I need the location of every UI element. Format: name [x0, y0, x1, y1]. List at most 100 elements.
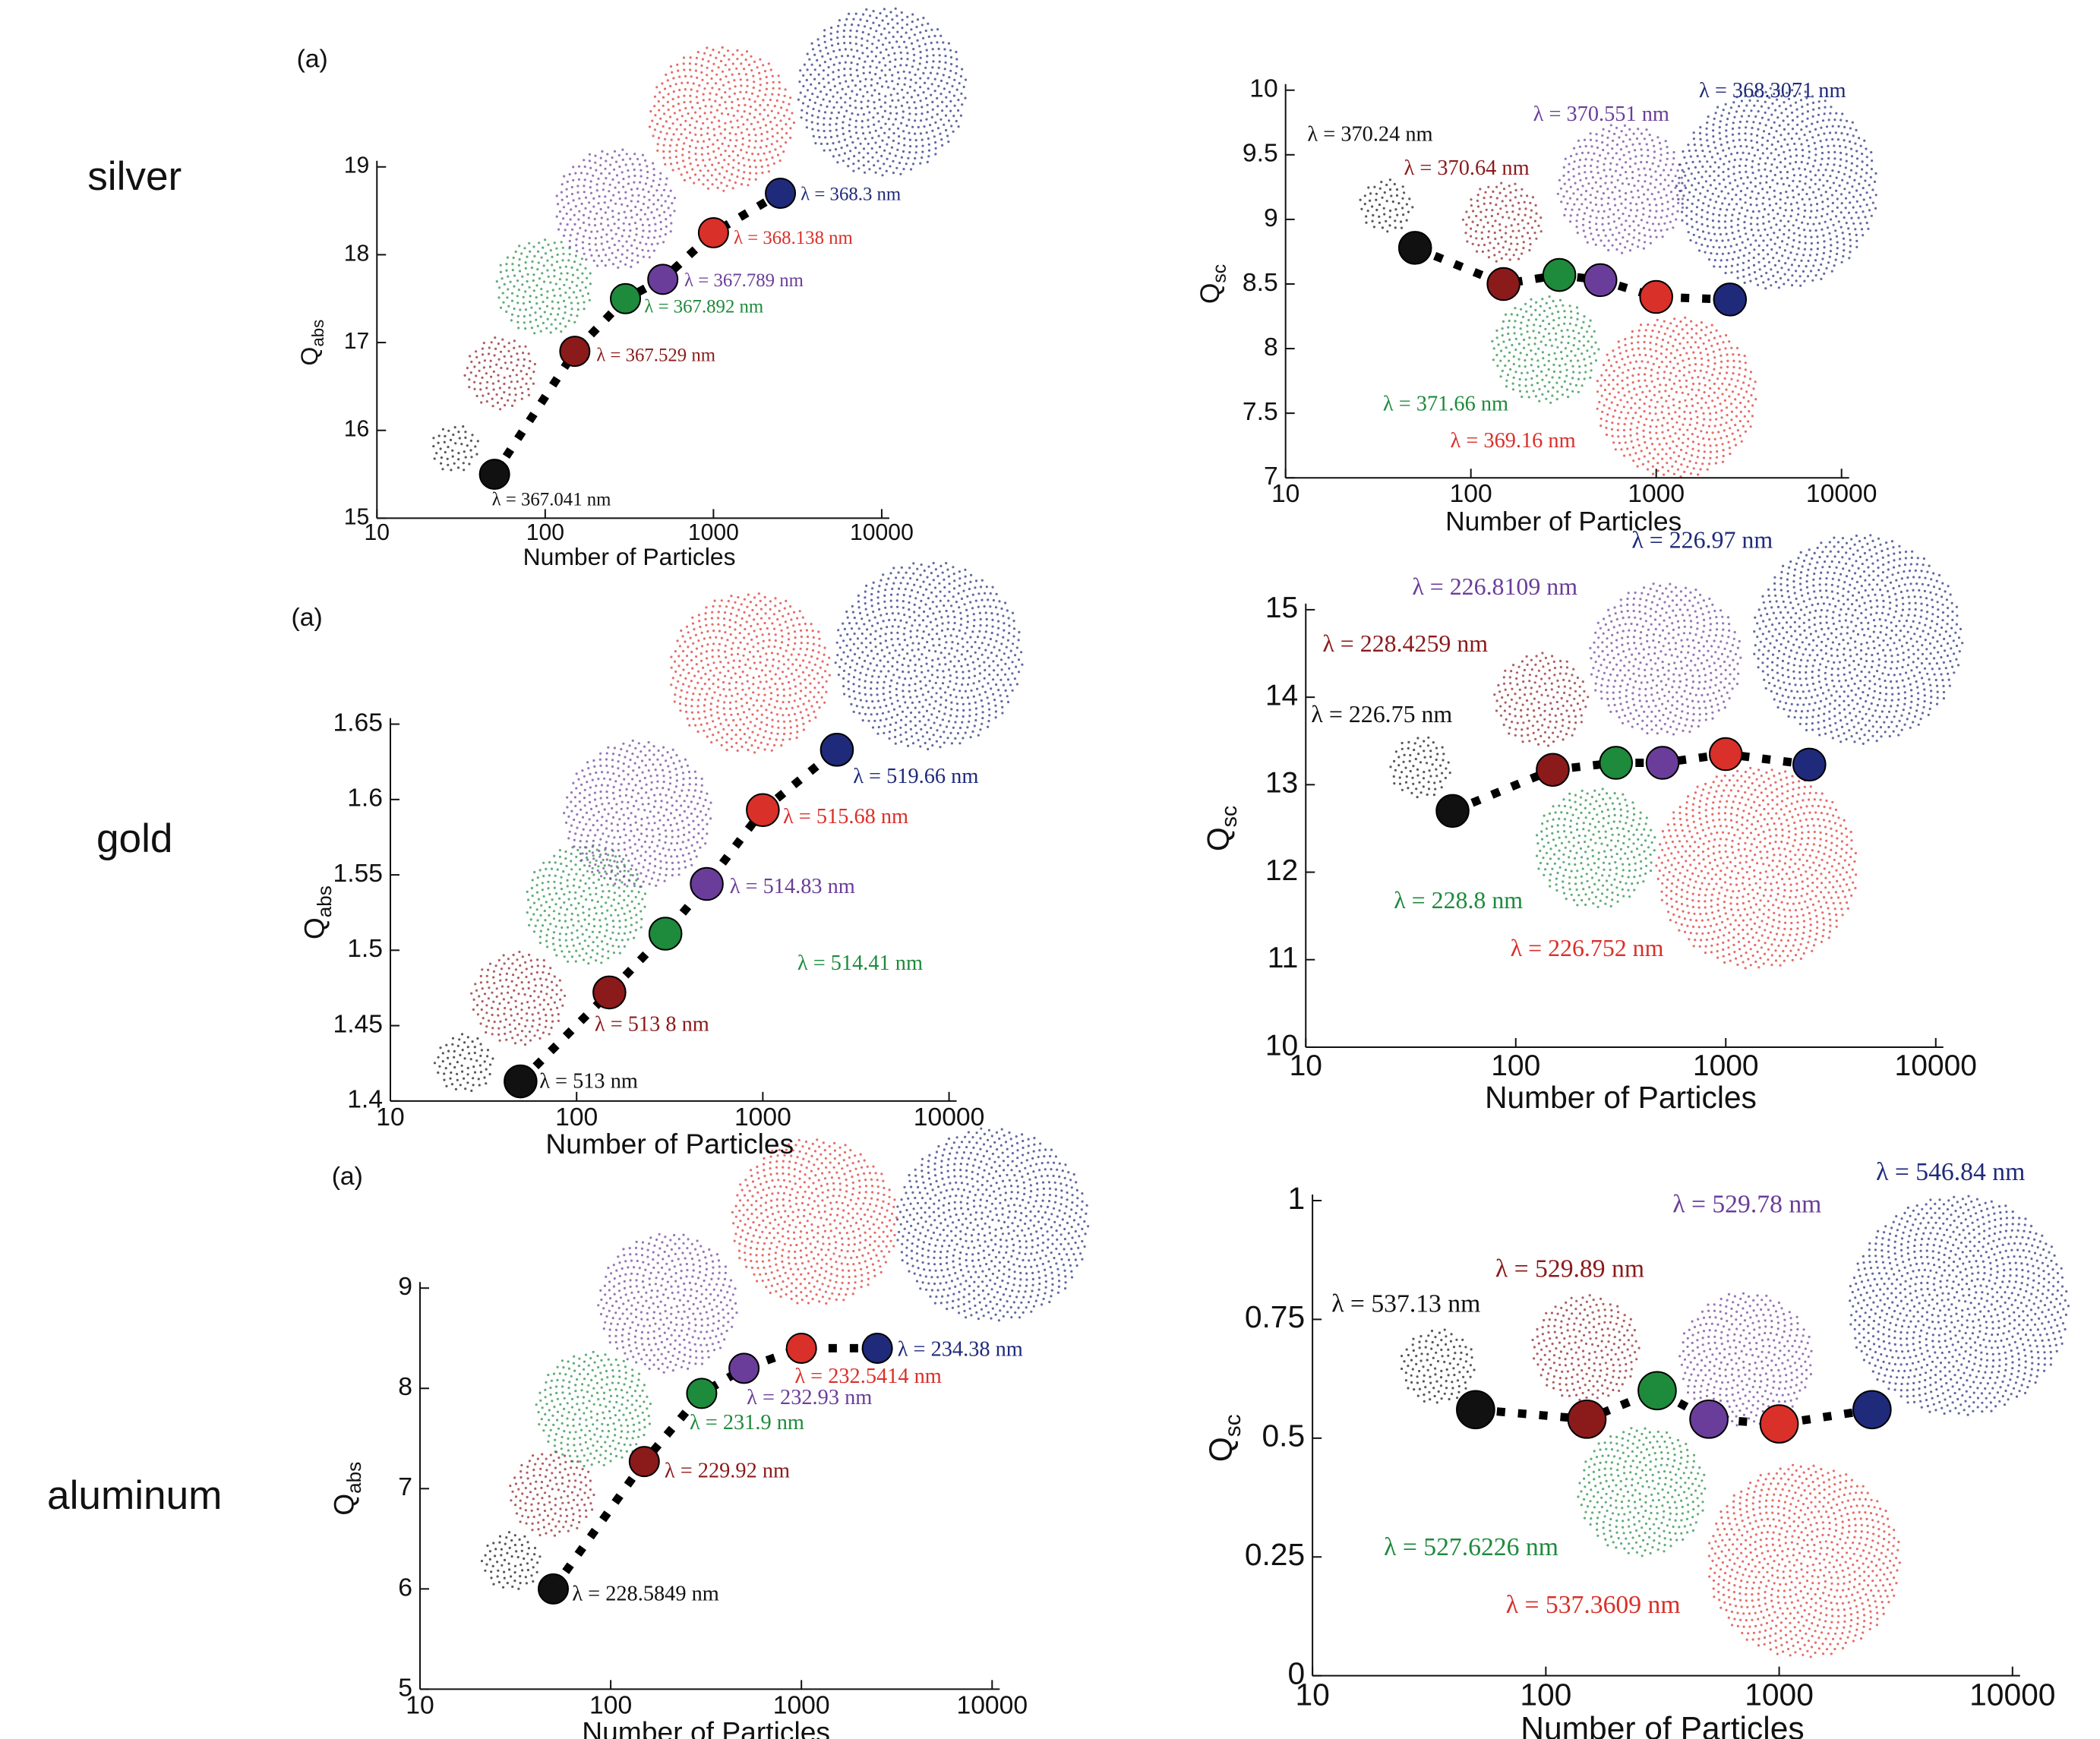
spiral-decoration [465, 338, 535, 409]
data-point [787, 1333, 816, 1363]
spiral-decoration [482, 1532, 540, 1589]
row-label: silver [87, 154, 182, 199]
data-point [1638, 1371, 1676, 1409]
data-point [1436, 795, 1469, 828]
wavelength-label: λ = 226.752 nm [1511, 935, 1664, 961]
spiral-decoration [1676, 88, 1876, 288]
wavelength-label: λ = 228.4259 nm [1322, 630, 1488, 657]
panel-label: (a) [297, 46, 328, 74]
spiral-decoration [1754, 535, 1963, 744]
y-tick-label: 15 [344, 504, 370, 529]
y-tick-label: 14 [1265, 679, 1298, 712]
wavelength-label: λ = 519.66 nm [853, 765, 978, 788]
data-point [1399, 232, 1432, 264]
y-axis-label-sub: sc [1210, 264, 1230, 283]
x-axis-label: Number of Particles [1521, 1710, 1804, 1739]
data-point [504, 1065, 537, 1098]
wavelength-label: λ = 367.789 nm [684, 270, 804, 291]
wavelength-label: λ = 527.6226 nm [1384, 1533, 1558, 1561]
x-tick-label: 1000 [688, 520, 739, 545]
spiral-decoration [1656, 768, 1856, 967]
y-axis-label-main: Q [1203, 1437, 1239, 1462]
wavelength-label: λ = 228.5849 nm [572, 1583, 719, 1606]
wavelength-label: λ = 232.93 nm [747, 1386, 872, 1409]
spiral-decoration [510, 1452, 594, 1535]
x-tick-label: 1000 [1693, 1049, 1759, 1082]
wavelength-label: λ = 232.5414 nm [794, 1365, 942, 1388]
y-axis-label-main: Q [298, 917, 330, 939]
spiral-decoration [598, 1234, 737, 1372]
spiral-decoration [1709, 1465, 1899, 1657]
x-tick-label: 1000 [1628, 480, 1685, 508]
spiral-decoration [898, 1128, 1088, 1321]
y-axis-label-sub: abs [313, 885, 336, 917]
data-point [1793, 749, 1826, 781]
data-point [560, 336, 589, 366]
y-tick-label: 8.5 [1243, 269, 1278, 297]
y-tick-label: 16 [344, 417, 370, 442]
wavelength-label: λ = 371.66 nm [1383, 392, 1508, 415]
spiral-decoration [1578, 1428, 1705, 1556]
data-point [1536, 753, 1569, 786]
x-tick-label: 10000 [914, 1103, 985, 1131]
x-tick-label: 10000 [956, 1691, 1028, 1719]
wavelength-label: λ = 513 8 nm [595, 1013, 709, 1037]
wavelength-label: λ = 515.68 nm [783, 805, 908, 828]
x-tick-label: 10000 [850, 520, 914, 545]
spiral-decoration [1533, 1296, 1639, 1402]
spiral-decoration [1391, 737, 1450, 797]
y-tick-label: 19 [344, 153, 370, 178]
x-tick-label: 1000 [1745, 1677, 1814, 1712]
data-point [690, 868, 723, 901]
y-axis-label: Qsc [1203, 1414, 1246, 1462]
wavelength-label: λ = 226.75 nm [1311, 701, 1452, 727]
y-axis-label-sub: sc [1221, 1414, 1246, 1437]
panel-label: (a) [332, 1163, 363, 1191]
data-point [766, 178, 795, 208]
x-axis-label: Number of Particles [523, 543, 736, 570]
spiral-decoration [650, 48, 794, 191]
y-tick-label: 13 [1265, 767, 1298, 800]
wavelength-label: λ = 529.78 nm [1672, 1191, 1821, 1219]
wavelength-label: λ = 228.8 nm [1394, 887, 1523, 914]
spiral-decoration [1537, 789, 1655, 907]
y-tick-label: 6 [398, 1573, 412, 1602]
y-tick-label: 0 [1287, 1655, 1305, 1690]
spiral-decoration [1360, 180, 1413, 232]
y-axis-label-sub: abs [343, 1462, 365, 1494]
data-point [538, 1574, 568, 1604]
spiral-decoration [527, 845, 645, 963]
spiral-decoration [564, 740, 711, 886]
data-point [1568, 1400, 1606, 1438]
spiral-decoration [1495, 653, 1588, 746]
wavelength-label: λ = 368.138 nm [734, 228, 853, 248]
data-point [1487, 268, 1520, 301]
data-point [1714, 283, 1747, 316]
data-point [747, 794, 779, 826]
panel-label: (a) [292, 604, 323, 632]
y-tick-label: 8 [398, 1373, 412, 1401]
y-axis-label-sub: abs [308, 320, 327, 347]
y-axis-label: Qsc [1201, 806, 1242, 851]
y-tick-label: 5 [398, 1674, 412, 1702]
y-tick-label: 18 [344, 241, 370, 266]
data-point [821, 734, 854, 766]
wavelength-label: λ = 537.13 nm [1331, 1290, 1480, 1318]
row-label: aluminum [47, 1473, 222, 1518]
wavelength-label: λ = 226.97 nm [1631, 527, 1773, 554]
x-tick-label: 100 [1520, 1677, 1571, 1712]
wavelength-label: λ = 537.3609 nm [1506, 1591, 1681, 1619]
x-tick-label: 100 [1450, 480, 1492, 508]
spiral-decoration [671, 594, 830, 753]
data-point [1710, 738, 1742, 771]
y-tick-label: 0.75 [1245, 1299, 1305, 1334]
page: silvergoldaluminum(a)(a)(a)1010010001000… [0, 0, 2100, 1739]
wavelength-label: λ = 369.16 nm [1451, 429, 1576, 453]
y-tick-label: 1.4 [347, 1086, 383, 1114]
wavelength-label: λ = 529.89 nm [1495, 1255, 1644, 1283]
wavelength-label: λ = 513 nm [539, 1069, 638, 1093]
data-point [1457, 1390, 1495, 1428]
data-point [1761, 1405, 1798, 1443]
y-axis-label: Qsc [1195, 264, 1230, 304]
y-axis-label-main: Q [1195, 283, 1225, 305]
